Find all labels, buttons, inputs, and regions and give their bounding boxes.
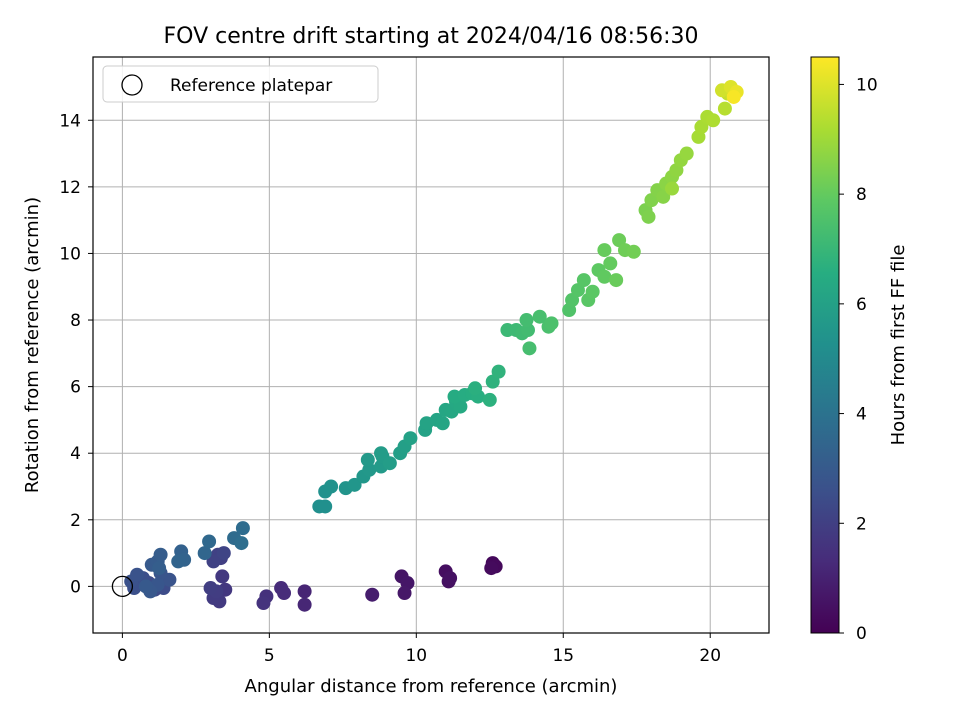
colorbar-tick-label: 2 bbox=[856, 514, 867, 534]
data-point bbox=[171, 554, 186, 569]
y-tick-label: 12 bbox=[59, 178, 81, 198]
data-point bbox=[519, 313, 534, 328]
data-point bbox=[197, 546, 212, 561]
data-point bbox=[297, 597, 312, 612]
data-point bbox=[152, 561, 167, 576]
data-point bbox=[202, 534, 217, 549]
data-point bbox=[609, 273, 624, 288]
x-tick-label: 20 bbox=[699, 646, 721, 666]
data-point bbox=[374, 446, 389, 461]
x-tick-label: 15 bbox=[552, 646, 574, 666]
colorbar-tick-label: 0 bbox=[856, 624, 867, 644]
colorbar-tick-label: 10 bbox=[856, 75, 878, 95]
y-tick-label: 8 bbox=[70, 311, 81, 331]
colorbar-tick-label: 4 bbox=[856, 405, 867, 425]
data-point bbox=[277, 586, 292, 601]
plot-frame bbox=[92, 56, 770, 634]
data-point bbox=[206, 554, 221, 569]
data-point bbox=[297, 584, 312, 599]
data-point bbox=[522, 341, 537, 356]
data-point bbox=[360, 452, 375, 467]
data-point bbox=[468, 381, 483, 396]
data-point bbox=[130, 567, 145, 582]
reference-platepar-point bbox=[111, 575, 134, 598]
reference-marker bbox=[111, 575, 134, 598]
x-axis-ticks: 0 5 10 15 20 bbox=[117, 633, 721, 666]
x-tick-label: 5 bbox=[264, 646, 275, 666]
data-points bbox=[124, 79, 744, 612]
data-point bbox=[382, 456, 397, 471]
data-point bbox=[532, 309, 547, 324]
data-point bbox=[447, 389, 462, 404]
data-point bbox=[626, 244, 641, 259]
data-point bbox=[597, 269, 612, 284]
data-point bbox=[576, 273, 591, 288]
colorbar-tick-label: 6 bbox=[856, 295, 867, 315]
data-point bbox=[597, 243, 612, 258]
data-point bbox=[203, 581, 218, 596]
legend-box bbox=[102, 65, 379, 103]
data-point bbox=[443, 571, 458, 586]
data-point bbox=[491, 364, 506, 379]
x-axis-label: Angular distance from reference (arcmin) bbox=[245, 676, 618, 697]
data-point bbox=[484, 561, 499, 576]
chart-title: FOV centre drift starting at 2024/04/16 … bbox=[164, 24, 699, 49]
data-point bbox=[641, 209, 656, 224]
y-tick-label: 6 bbox=[70, 378, 81, 398]
data-point bbox=[665, 181, 680, 196]
data-point bbox=[318, 499, 333, 514]
data-point bbox=[544, 316, 559, 331]
data-point bbox=[324, 479, 339, 494]
colorbar-ticks: 0 2 4 6 8 10 bbox=[839, 75, 878, 644]
data-point bbox=[656, 189, 671, 204]
y-tick-label: 14 bbox=[59, 111, 81, 131]
data-point bbox=[603, 256, 618, 271]
data-point bbox=[403, 431, 418, 446]
y-tick-label: 10 bbox=[59, 244, 81, 264]
data-point bbox=[256, 596, 271, 611]
data-point bbox=[482, 392, 497, 407]
data-point bbox=[138, 579, 153, 594]
data-point bbox=[726, 89, 741, 104]
data-point bbox=[706, 113, 721, 128]
x-tick-label: 10 bbox=[405, 646, 427, 666]
y-axis-ticks: 0 2 4 6 8 10 12 14 bbox=[59, 111, 93, 597]
data-point bbox=[347, 477, 362, 492]
data-point bbox=[216, 546, 231, 561]
legend: Reference platepar bbox=[102, 65, 379, 103]
data-point bbox=[717, 101, 732, 116]
data-point bbox=[365, 587, 380, 602]
data-point bbox=[235, 521, 250, 536]
data-point bbox=[234, 536, 249, 551]
x-tick-label: 0 bbox=[117, 646, 128, 666]
legend-reference-marker bbox=[121, 74, 143, 96]
data-point bbox=[435, 416, 450, 431]
colorbar-tick-label: 8 bbox=[856, 185, 867, 205]
grid-lines bbox=[93, 57, 769, 633]
data-point bbox=[153, 547, 168, 562]
data-point bbox=[679, 146, 694, 161]
colorbar-gradient bbox=[810, 56, 840, 634]
data-point bbox=[215, 569, 230, 584]
y-tick-label: 4 bbox=[70, 444, 81, 464]
y-tick-label: 2 bbox=[70, 511, 81, 531]
y-tick-label: 0 bbox=[70, 577, 81, 597]
data-point bbox=[397, 586, 412, 601]
data-point bbox=[585, 284, 600, 299]
legend-label: Reference platepar bbox=[170, 76, 332, 96]
y-axis-label: Rotation from reference (arcmin) bbox=[22, 197, 43, 493]
colorbar-label: Hours from first FF file bbox=[888, 245, 909, 446]
colorbar: 0 2 4 6 8 10 Hours from first FF file bbox=[810, 56, 909, 644]
